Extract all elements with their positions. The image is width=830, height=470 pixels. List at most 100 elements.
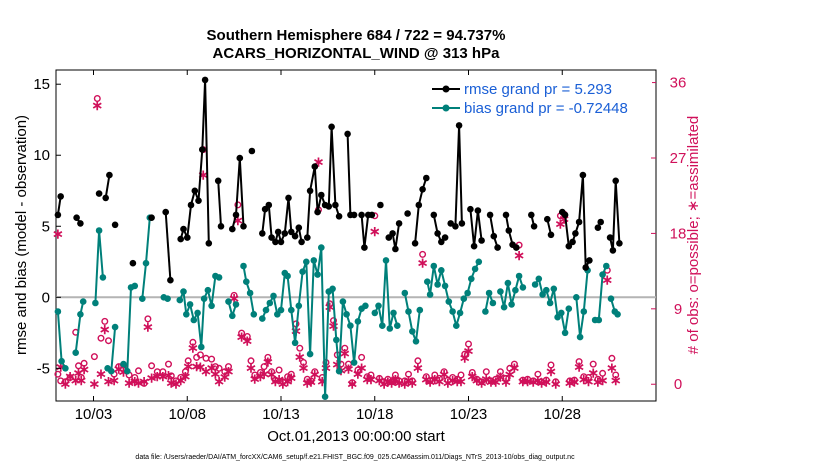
bias-line-segment — [178, 275, 220, 348]
chart-title-line-2: ACARS_HORIZONTAL_WIND @ 313 hPa — [213, 45, 501, 62]
obs-possible-marker — [502, 374, 510, 382]
rmse-point — [474, 207, 482, 214]
rmse-point — [187, 201, 195, 209]
bias-point — [208, 302, 215, 310]
obs-possible-marker — [375, 374, 383, 382]
bias-point — [194, 309, 201, 317]
bias-point — [142, 259, 150, 267]
bias-point — [54, 308, 62, 315]
obs-possible-marker — [468, 369, 476, 377]
rmse-point — [606, 234, 614, 241]
obs-assimilated-marker: ∗ — [569, 374, 581, 390]
y-tick-label: 5 — [42, 218, 50, 235]
obs-assimilated-marker: ∗ — [558, 210, 570, 226]
bias-point — [464, 289, 471, 297]
rmse-point — [528, 211, 535, 219]
rmse-point — [392, 245, 399, 253]
obs-assimilated-marker: ∗ — [89, 375, 101, 391]
obs-possible-marker — [401, 377, 409, 385]
obs-assimilated-marker: ∗ — [438, 366, 450, 382]
obs-possible-marker — [211, 363, 219, 371]
rmse-point — [612, 177, 619, 185]
bias-point — [508, 301, 515, 308]
obs-possible-marker — [140, 379, 148, 387]
obs-assimilated-marker: ∗ — [219, 369, 231, 385]
obs-assimilated-marker: ∗ — [545, 363, 557, 379]
rmse-point — [236, 154, 244, 162]
bias-point — [430, 262, 438, 270]
obs-assimilated-marker: ∗ — [463, 343, 475, 359]
obs-assimilated-marker: ∗ — [434, 373, 446, 389]
bias-line-segment — [575, 270, 589, 339]
rmse-point — [441, 234, 449, 241]
bias-point — [215, 274, 223, 281]
rmse-point — [455, 122, 463, 129]
obs-possible-marker — [167, 372, 175, 380]
rmse-point — [597, 218, 604, 226]
bias-point — [550, 285, 558, 293]
bias-point — [164, 295, 171, 303]
legend-box — [424, 76, 652, 122]
bias-point — [614, 311, 621, 318]
obs-assimilated-marker: ∗ — [266, 366, 278, 382]
bias-point — [92, 299, 99, 307]
bias-point — [599, 271, 606, 278]
y-axis-right-label: # of obs: o=possible; ∗=assimilated — [685, 116, 702, 355]
bias-point — [198, 343, 205, 351]
bias-point — [262, 306, 270, 314]
obs-possible-marker — [279, 378, 287, 386]
obs-possible-marker — [585, 374, 593, 382]
rmse-point — [106, 171, 113, 179]
obs-assimilated-marker: ∗ — [146, 370, 158, 386]
obs-assimilated-marker: ∗ — [485, 374, 497, 390]
rmse-line-segment — [104, 174, 111, 199]
bias-line-segment — [534, 277, 570, 334]
obs-possible-marker — [101, 317, 109, 325]
obs-assimilated-marker: ∗ — [476, 375, 488, 391]
legend-rmse-marker — [442, 85, 450, 93]
x-tick-label: 10/28 — [543, 406, 581, 423]
rmse-point — [616, 240, 623, 247]
obs-assimilated-marker: ∗ — [123, 375, 135, 391]
obs-assimilated-marker: ∗ — [64, 368, 76, 384]
obs-possible-marker — [296, 344, 304, 352]
rmse-point — [295, 224, 303, 231]
obs-assimilated-marker: ∗ — [75, 372, 87, 388]
rmse-point — [411, 240, 419, 247]
obs-possible-marker — [268, 368, 276, 376]
rmse-point — [272, 238, 279, 246]
rmse-point — [350, 211, 358, 219]
bias-point — [343, 311, 350, 318]
obs-assimilated-marker: ∗ — [232, 212, 244, 228]
obs-possible-marker — [408, 377, 416, 385]
obs-assimilated-marker: ∗ — [555, 215, 567, 231]
obs-possible-marker — [482, 368, 490, 376]
rmse-line-segment — [414, 177, 428, 244]
bias-point — [232, 301, 240, 308]
obs-possible-marker — [608, 354, 616, 362]
x-tick-label: 10/13 — [262, 406, 300, 423]
obs-possible-marker — [358, 353, 366, 361]
obs-assimilated-marker: ∗ — [346, 375, 358, 391]
obs-assimilated-marker: ∗ — [578, 371, 590, 387]
bias-point — [310, 257, 318, 264]
rmse-point — [229, 225, 236, 233]
obs-possible-marker — [426, 377, 434, 385]
bias-point — [139, 295, 146, 303]
obs-assimilated-marker: ∗ — [95, 365, 107, 381]
rmse-point — [579, 171, 587, 179]
obs-assimilated-marker: ∗ — [587, 365, 599, 381]
obs-possible-marker — [164, 360, 172, 368]
obs-assimilated-marker: ∗ — [133, 375, 145, 391]
obs-assimilated-marker: ∗ — [142, 318, 154, 334]
obs-assimilated-marker: ∗ — [331, 356, 343, 372]
obs-assimilated-marker: ∗ — [236, 329, 248, 345]
obs-possible-marker — [506, 364, 514, 372]
rmse-point — [54, 211, 62, 219]
rmse-point — [291, 232, 299, 240]
y-right-tick-label: 0 — [674, 376, 682, 393]
obs-possible-marker — [238, 329, 246, 337]
obs-possible-marker — [61, 378, 69, 386]
obs-possible-marker — [435, 374, 443, 382]
bias-point — [375, 302, 382, 310]
